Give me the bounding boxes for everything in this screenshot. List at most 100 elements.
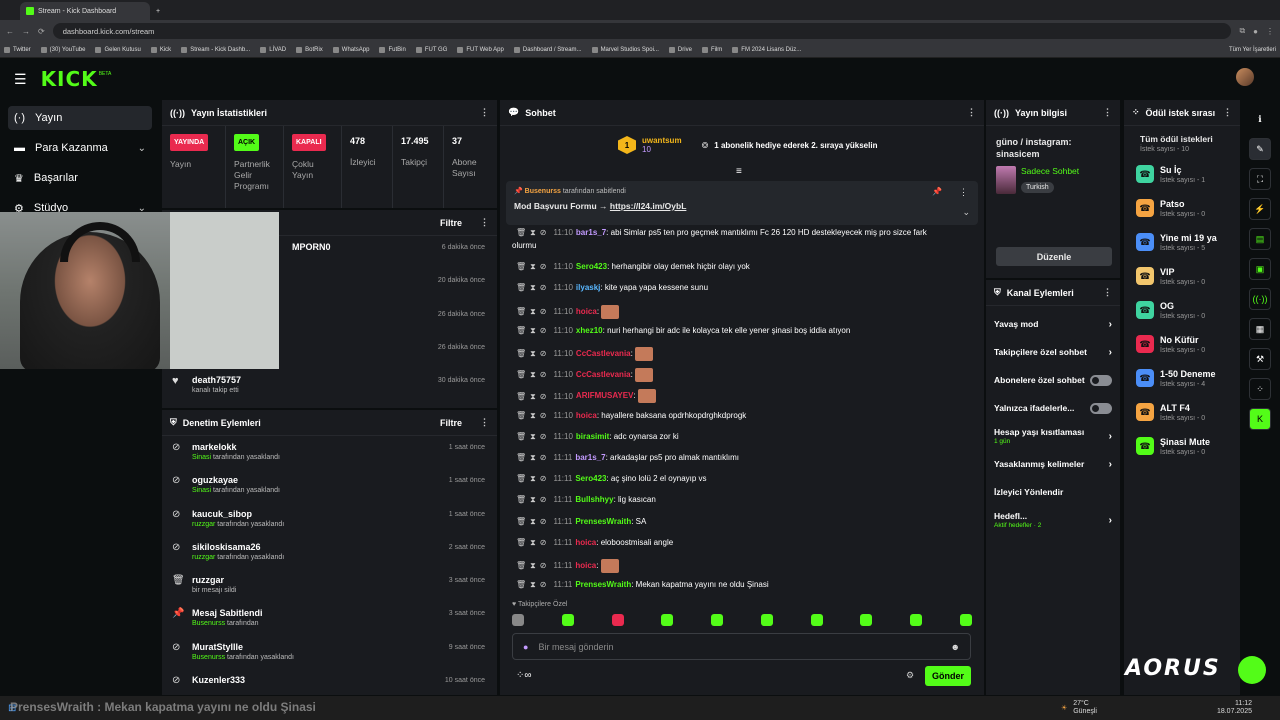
message-username[interactable]: CcCastlevania: [575, 370, 631, 380]
ban-icon[interactable]: ⊘: [539, 306, 547, 316]
ban-icon[interactable]: ⊘: [539, 410, 547, 420]
emote-icon[interactable]: [611, 614, 624, 626]
delete-icon[interactable]: 🗑: [516, 561, 527, 571]
message-username[interactable]: xhez10: [575, 325, 603, 335]
emote-icon[interactable]: [711, 614, 724, 626]
points-icon[interactable]: ⁘∞: [516, 670, 532, 681]
channel-action-item[interactable]: Yavaş mod ›: [986, 310, 1120, 338]
timeout-icon[interactable]: ⧗: [530, 453, 536, 462]
reward-item[interactable]: ☎ No Küfür İstek sayısı - 0: [1124, 327, 1240, 361]
category-name[interactable]: Sadece Sohbet: [1021, 166, 1080, 176]
bookmark-item[interactable]: Film: [701, 46, 722, 53]
all-bookmarks[interactable]: Tüm Yer İşaretleri: [1229, 47, 1276, 53]
sidebar-item-studyo[interactable]: ⚙ Stüdyo ⌄: [8, 196, 152, 220]
user-avatar[interactable]: [1236, 68, 1254, 86]
reward-item[interactable]: ☎ Şinasi Mute İstek sayısı - 0: [1124, 429, 1240, 463]
timeout-icon[interactable]: ⧗: [530, 516, 536, 526]
reward-item[interactable]: ☎ 1-50 Deneme İstek sayısı - 4: [1124, 361, 1240, 395]
ban-icon[interactable]: ⊘: [539, 370, 547, 380]
collapse-icon[interactable]: ≡: [736, 166, 742, 177]
ban-icon[interactable]: ⊘: [539, 349, 547, 359]
timeout-icon[interactable]: ⧗: [530, 306, 536, 316]
bookmark-item[interactable]: BotRix: [296, 46, 323, 53]
broadcast-icon[interactable]: ((·)): [1249, 288, 1271, 310]
message-username[interactable]: Sero423: [575, 474, 607, 484]
delete-icon[interactable]: 🗑: [516, 325, 527, 335]
bookmark-item[interactable]: LİVAD: [260, 46, 286, 53]
timeout-icon[interactable]: ⧗: [530, 325, 536, 335]
message-username[interactable]: PrensesWraith: [575, 516, 632, 526]
bookmark-item[interactable]: WhatsApp: [332, 46, 369, 53]
channel-action-item[interactable]: İzleyici Yönlendir: [986, 478, 1120, 506]
wrench-icon[interactable]: ⚒: [1249, 348, 1271, 370]
ban-icon[interactable]: ⊘: [539, 474, 547, 484]
back-icon[interactable]: ←: [6, 26, 14, 36]
ban-icon[interactable]: ⊘: [539, 283, 547, 293]
message-username[interactable]: bar1s_7: [575, 453, 606, 462]
ban-icon[interactable]: ⊘: [539, 391, 547, 401]
reward-item[interactable]: ☎ ALT F4 İstek sayısı - 0: [1124, 395, 1240, 429]
timeout-icon[interactable]: ⧗: [530, 474, 536, 484]
info-icon[interactable]: ℹ: [1258, 113, 1262, 124]
toggle-switch[interactable]: [1090, 402, 1112, 414]
delete-icon[interactable]: 🗑: [516, 306, 527, 316]
timeout-icon[interactable]: ⧗: [530, 431, 536, 441]
delete-icon[interactable]: 🗑: [516, 283, 527, 293]
message-username[interactable]: bar1s_7: [575, 228, 607, 237]
bookmark-item[interactable]: Dashboard / Stream...: [513, 46, 582, 53]
channel-action-item[interactable]: Hesap yaşı kısıtlaması 1 gün ›: [986, 422, 1120, 450]
more-icon[interactable]: ⋮: [1103, 107, 1112, 117]
new-tab-button[interactable]: +: [150, 2, 170, 20]
more-icon[interactable]: ⋮: [480, 417, 489, 427]
timeout-icon[interactable]: ⧗: [530, 561, 536, 571]
document-icon[interactable]: ▤: [1249, 228, 1271, 250]
ban-icon[interactable]: ⊘: [539, 453, 547, 462]
bookmark-item[interactable]: Marvel Studios Spoi...: [591, 46, 659, 53]
kick-app-icon[interactable]: K: [1249, 408, 1271, 430]
emote-icon[interactable]: [860, 614, 873, 626]
bookmark-item[interactable]: (30) YouTube: [40, 46, 85, 53]
chat-input[interactable]: ● Bir mesaj gönderin ☻: [512, 633, 971, 660]
more-icon[interactable]: ⋮: [480, 217, 489, 227]
send-button[interactable]: Gönder: [925, 666, 971, 686]
forward-icon[interactable]: →: [22, 26, 30, 36]
more-icon[interactable]: ⋮: [1103, 287, 1112, 297]
tab-stream-dashboard[interactable]: Stream - Kick Dashboard: [20, 2, 150, 20]
reload-icon[interactable]: ⟳: [38, 26, 45, 36]
message-username[interactable]: hoica: [575, 410, 597, 420]
bookmark-item[interactable]: Stream - Kick Dashb...: [181, 46, 250, 53]
bookmark-item[interactable]: Kick: [150, 46, 171, 53]
fullscreen-icon[interactable]: ⛶: [1249, 168, 1271, 190]
message-username[interactable]: hoica: [575, 306, 597, 316]
more-icon[interactable]: ⋮: [967, 107, 976, 117]
bookmark-item[interactable]: Gelen Kutusu: [95, 46, 141, 53]
ban-icon[interactable]: ⊘: [539, 561, 547, 571]
ban-icon[interactable]: ⊘: [539, 537, 547, 547]
lightning-icon[interactable]: ⚡: [1249, 198, 1271, 220]
message-username[interactable]: PrensesWraith: [575, 580, 632, 590]
message-username[interactable]: hoica: [575, 561, 597, 571]
edit-button[interactable]: Düzenle: [996, 247, 1112, 266]
emote-icon[interactable]: [959, 614, 972, 626]
more-icon[interactable]: ⋮: [959, 187, 968, 197]
delete-icon[interactable]: 🗑: [516, 580, 527, 590]
pinned-link[interactable]: https://l24.im/OybL: [609, 201, 687, 211]
extensions-icon[interactable]: ⧉: [1239, 26, 1246, 35]
emote-icon[interactable]: [760, 614, 773, 626]
delete-icon[interactable]: 🗑: [516, 228, 527, 237]
delete-icon[interactable]: 🗑: [516, 474, 527, 484]
windows-start-icon[interactable]: ⊞: [8, 702, 17, 714]
ban-icon[interactable]: ⊘: [539, 228, 547, 237]
timeout-icon[interactable]: ⧗: [530, 391, 536, 401]
reward-item[interactable]: ☎ Patso İstek sayısı - 0: [1124, 191, 1240, 225]
channel-action-item[interactable]: Abonelere özel sohbet: [986, 366, 1120, 394]
layout-icon[interactable]: ▦: [1249, 318, 1271, 340]
chevron-down-icon[interactable]: ⌄: [962, 207, 970, 217]
channel-action-item[interactable]: Takipçilere özel sohbet ›: [986, 338, 1120, 366]
timeout-icon[interactable]: ⧗: [530, 370, 536, 380]
delete-icon[interactable]: 🗑: [516, 431, 527, 441]
emote-icon[interactable]: [910, 614, 923, 626]
message-username[interactable]: ilyaskj: [575, 283, 601, 293]
filter-button[interactable]: Filtre: [439, 217, 462, 228]
delete-icon[interactable]: 🗑: [516, 516, 527, 526]
